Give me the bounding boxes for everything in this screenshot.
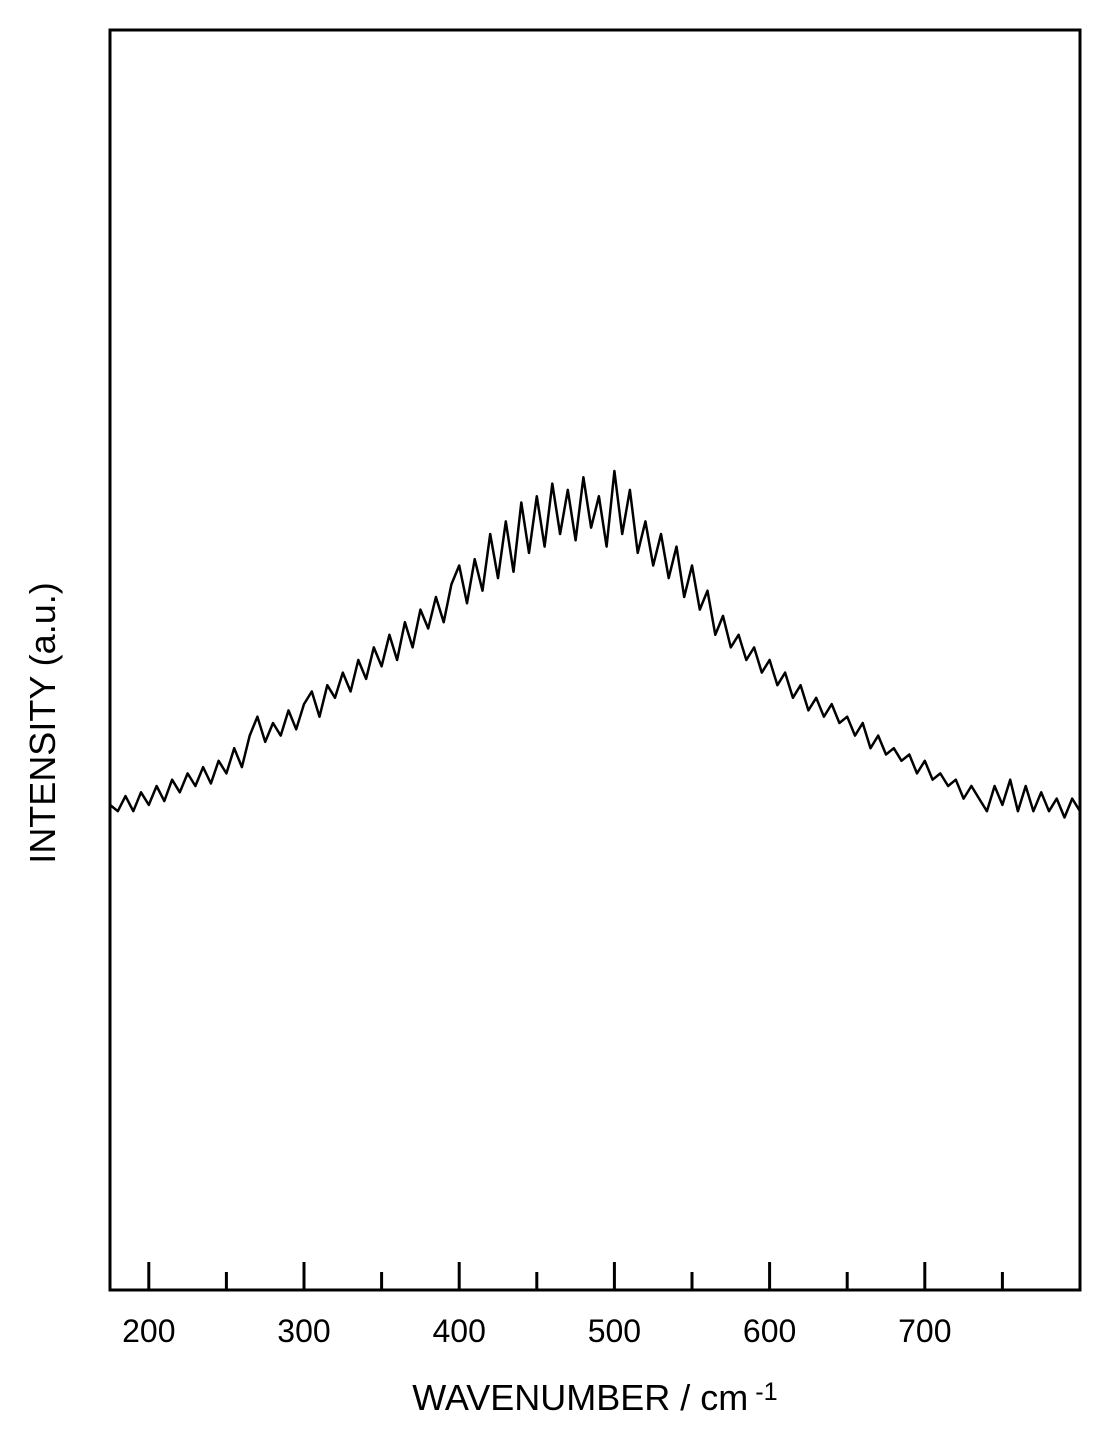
chart-svg: 200 300 400 500 600 700 WAVENUMBER / cm -1 INTE… <box>0 0 1117 1436</box>
x-tick-label: 600 <box>743 1313 796 1349</box>
x-tick-label: 500 <box>588 1313 641 1349</box>
x-tick-label: 700 <box>898 1313 951 1349</box>
x-axis-label: WAVENUMBER / cm -1 <box>412 1377 777 1418</box>
x-tick-label: 200 <box>122 1313 175 1349</box>
x-tick-label: 300 <box>277 1313 330 1349</box>
y-axis-label: INTENSITY (a.u.) <box>22 582 63 863</box>
spectrum-chart: 200 300 400 500 600 700 WAVENUMBER / cm -1 INTE… <box>0 0 1117 1436</box>
x-tick-label: 400 <box>433 1313 486 1349</box>
